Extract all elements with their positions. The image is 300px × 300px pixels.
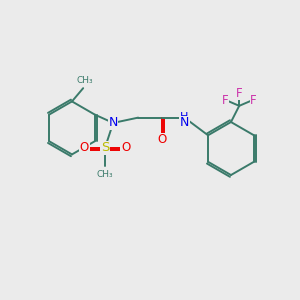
Text: CH₃: CH₃ xyxy=(76,76,93,85)
Text: CH₃: CH₃ xyxy=(97,170,113,179)
Text: S: S xyxy=(101,141,109,154)
Text: O: O xyxy=(121,141,130,154)
Text: F: F xyxy=(221,94,228,107)
Text: O: O xyxy=(80,141,89,154)
Text: F: F xyxy=(236,87,242,100)
Text: F: F xyxy=(250,94,257,107)
Text: O: O xyxy=(158,133,167,146)
Text: N: N xyxy=(180,116,189,129)
Text: H: H xyxy=(180,112,189,122)
Text: N: N xyxy=(109,116,118,129)
